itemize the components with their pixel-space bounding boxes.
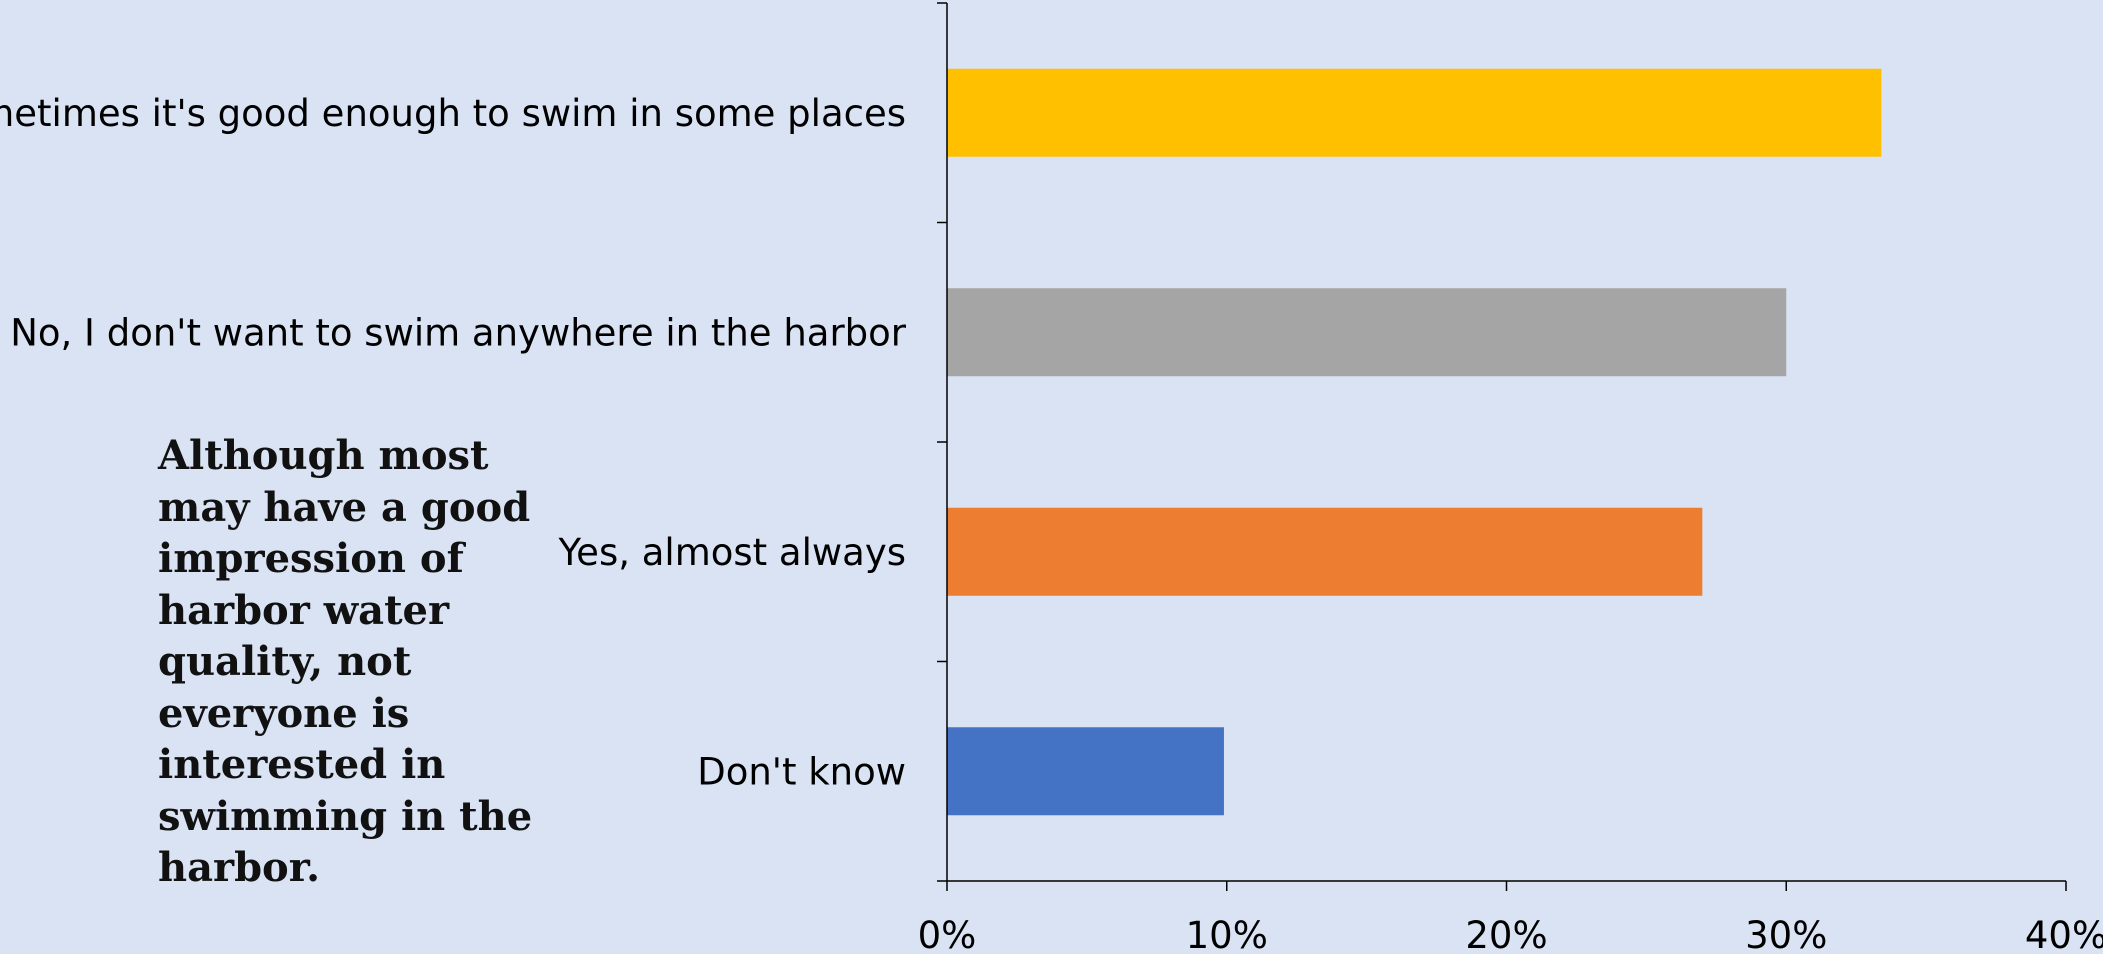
bar-2 — [947, 507, 1703, 596]
bar-0 — [947, 68, 1882, 157]
annotation-text: Although most may have a good impression… — [158, 432, 533, 891]
x-tick-label-2: 20% — [1465, 914, 1547, 954]
x-tick-label-0: 0% — [918, 914, 977, 954]
x-tick-label-4: 40% — [2025, 914, 2103, 954]
category-label-0: Sometimes it's good enough to swim in so… — [0, 92, 906, 135]
x-tick-label-3: 30% — [1745, 914, 1827, 954]
category-label-2: Yes, almost always — [558, 531, 907, 574]
bar-3 — [947, 727, 1224, 816]
bar-1 — [947, 288, 1787, 377]
x-tick-label-1: 10% — [1186, 914, 1268, 954]
category-label-3: Don't know — [697, 750, 906, 793]
category-label-1: No, I don't want to swim anywhere in the… — [10, 311, 907, 354]
